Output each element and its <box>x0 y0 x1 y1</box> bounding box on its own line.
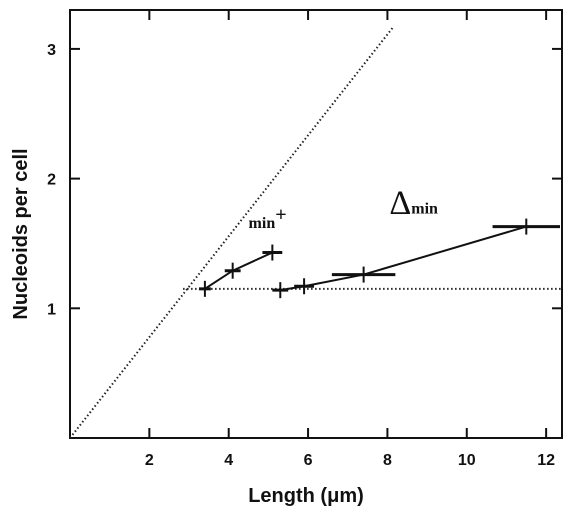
x-tick-label: 2 <box>145 452 154 469</box>
x-tick-label: 8 <box>383 452 392 469</box>
x-tick-label: 4 <box>224 452 233 469</box>
plot-frame <box>69 9 563 439</box>
x-axis-label: Length (μm) <box>248 485 364 507</box>
reference-line-diagonal <box>69 26 395 439</box>
x-tick-label: 10 <box>458 452 476 469</box>
annotation-delta-min: Δmin <box>389 185 438 222</box>
reference-lines <box>69 26 562 439</box>
y-tick-label: 1 <box>47 301 56 318</box>
data-series <box>198 218 561 299</box>
y-axis-label: Nucleoids per cell <box>10 148 32 319</box>
series-line-delta-min <box>280 225 527 292</box>
y-tick-label: 3 <box>47 42 56 59</box>
x-tick-label: 12 <box>537 452 555 469</box>
annotation-min-plus: min+ <box>249 204 287 232</box>
x-tick-label: 6 <box>304 452 313 469</box>
annotations: min+ Δmin <box>249 185 439 232</box>
y-tick-label: 2 <box>47 172 56 189</box>
